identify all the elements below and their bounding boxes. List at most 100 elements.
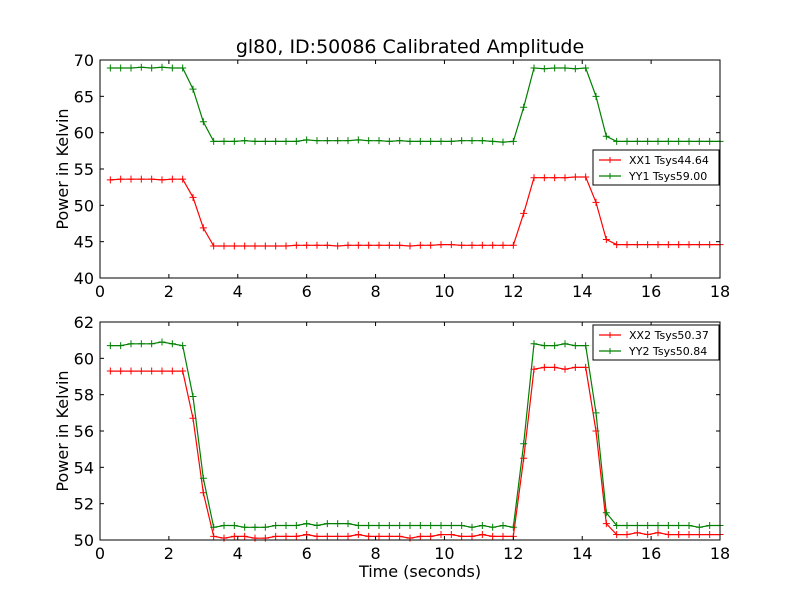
data-point — [633, 241, 641, 249]
data-point — [675, 521, 683, 529]
subplot-1: 0 2 4 6 8 10 12 14 16 18 40 45 50 55 60 65 70 Power in Ke… — [53, 51, 730, 301]
data-point — [695, 137, 703, 145]
data-point — [106, 367, 114, 375]
series-line-1-1 — [110, 176, 720, 247]
data-point — [644, 241, 652, 249]
data-point — [447, 521, 455, 529]
y-tick-label: 56 — [74, 422, 94, 441]
data-point — [416, 532, 424, 540]
y-tick-label: 55 — [74, 160, 94, 179]
data-point — [551, 64, 559, 72]
data-point — [468, 532, 476, 540]
data-point — [365, 137, 373, 145]
data-point — [220, 521, 228, 529]
data-point — [654, 137, 662, 145]
data-point — [706, 137, 714, 145]
data-point — [458, 241, 466, 249]
data-point — [509, 137, 517, 145]
data-point — [292, 532, 300, 540]
data-point — [437, 531, 445, 539]
legend-box — [592, 149, 720, 186]
data-point — [468, 241, 476, 249]
data-point — [148, 367, 156, 375]
x-tick-label: 16 — [641, 282, 661, 301]
data-point — [499, 521, 507, 529]
data-point — [602, 132, 610, 140]
x-tick-label: 6 — [302, 544, 312, 563]
data-point — [365, 521, 373, 529]
series-line-2-1 — [110, 366, 720, 539]
data-point — [489, 532, 497, 540]
data-point — [695, 523, 703, 531]
data-point — [582, 363, 590, 371]
data-point — [168, 175, 176, 183]
data-point — [106, 342, 114, 350]
data-point — [623, 241, 631, 249]
legend-marker — [607, 332, 613, 338]
data-point — [148, 175, 156, 183]
data-point — [158, 367, 166, 375]
y-tick-label: 60 — [74, 124, 94, 143]
data-point — [375, 137, 383, 145]
legend-marker — [607, 157, 613, 163]
x-tick-label: 10 — [434, 282, 454, 301]
data-point — [623, 137, 631, 145]
y-tick-label: 40 — [74, 269, 94, 288]
x-tick-label: 12 — [503, 282, 523, 301]
x-tick-label: 0 — [95, 282, 105, 301]
data-point — [489, 523, 497, 531]
data-point — [520, 440, 528, 448]
data-point — [179, 64, 187, 72]
data-point — [406, 521, 414, 529]
data-point — [561, 174, 569, 182]
data-point — [179, 342, 187, 350]
data-point — [344, 241, 352, 249]
data-point — [282, 242, 290, 250]
data-point — [354, 136, 362, 144]
data-point — [344, 137, 352, 145]
y-axis-label: Power in Kelvin — [53, 370, 72, 491]
data-point — [282, 137, 290, 145]
data-point — [323, 532, 331, 540]
x-tick-label: 14 — [572, 544, 592, 563]
data-point — [137, 340, 145, 348]
data-point — [199, 224, 207, 232]
data-point — [251, 242, 259, 250]
x-tick-label: 16 — [641, 544, 661, 563]
data-point — [644, 531, 652, 539]
x-tick-label: 4 — [233, 282, 243, 301]
data-point — [499, 532, 507, 540]
data-point — [292, 521, 300, 529]
data-point — [127, 367, 135, 375]
data-point — [706, 521, 714, 529]
data-point — [406, 534, 414, 542]
legend-label: YY1 Tsys59.00 — [628, 170, 707, 183]
x-tick-label: 2 — [164, 544, 174, 563]
data-point — [272, 521, 280, 529]
legend-label: YY2 Tsys50.84 — [628, 345, 707, 358]
data-point — [375, 532, 383, 540]
data-point — [365, 241, 373, 249]
legend-marker — [607, 348, 613, 354]
data-point — [210, 523, 218, 531]
x-tick-label: 2 — [164, 282, 174, 301]
legend-2: XX2 Tsys50.37 YY2 Tsys50.84 — [592, 324, 720, 361]
data-point — [385, 137, 393, 145]
data-point — [117, 342, 125, 350]
data-point — [613, 241, 621, 249]
data-point — [602, 520, 610, 528]
data-point — [551, 342, 559, 350]
data-point — [313, 137, 321, 145]
data-point — [571, 65, 579, 73]
data-point — [478, 531, 486, 539]
data-point — [695, 241, 703, 249]
data-point — [199, 474, 207, 482]
data-point — [189, 85, 197, 93]
data-point — [210, 137, 218, 145]
data-point — [623, 521, 631, 529]
data-point — [582, 173, 590, 181]
data-point — [427, 521, 435, 529]
data-point — [396, 521, 404, 529]
data-point — [396, 241, 404, 249]
